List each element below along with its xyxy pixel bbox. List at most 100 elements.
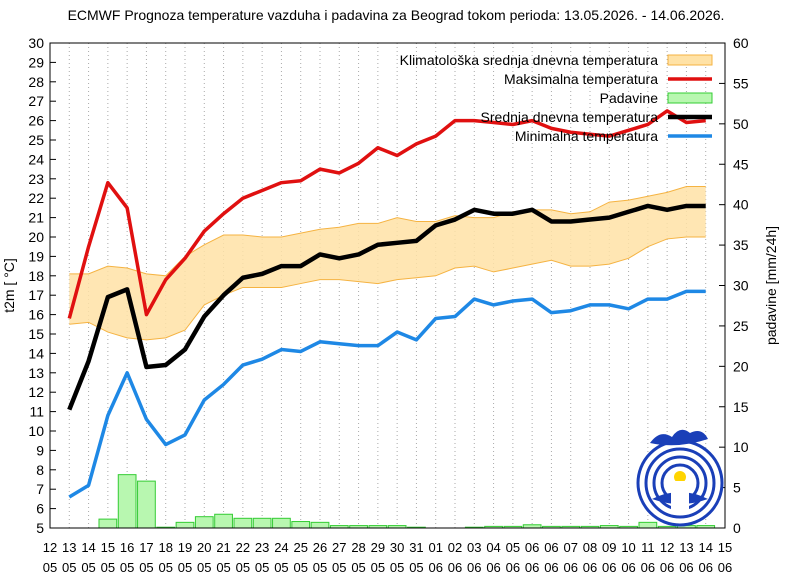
x-tick-day: 14 (81, 540, 95, 555)
y-tick-label: 27 (28, 93, 44, 109)
legend-label: Klimatološka srednja dnevna temperatura (400, 52, 659, 68)
y-tick-label: 28 (28, 74, 44, 90)
x-tick-month: 06 (448, 560, 462, 575)
x-tick-day: 01 (428, 540, 442, 555)
y-tick-label: 16 (28, 307, 44, 323)
y-tick-label: 12 (28, 384, 44, 400)
y-tick-label: 17 (28, 287, 44, 303)
x-axis: 12 05 13 05 14 05 15 05 16 05 17 05 18 05 19 05 20 05 21 05… (43, 540, 732, 575)
x-tick-day: 24 (274, 540, 288, 555)
precip-bar (291, 521, 311, 529)
x-tick-day: 15 (101, 540, 115, 555)
legend-label: Maksimalna temperatura (504, 71, 658, 87)
x-tick-month: 06 (563, 560, 577, 575)
precip-bar (117, 474, 137, 529)
x-tick-month: 06 (486, 560, 500, 575)
x-tick-day: 03 (467, 540, 481, 555)
x-tick-day: 22 (236, 540, 250, 555)
x-tick-month: 05 (43, 560, 57, 575)
x-tick-day: 18 (158, 540, 172, 555)
precip-bar (310, 521, 330, 529)
precip-bar (638, 521, 658, 529)
y-tick-label: 19 (28, 248, 44, 264)
y-tick-label: 24 (28, 151, 44, 167)
x-tick-month: 06 (467, 560, 481, 575)
rhmz-logo-icon (636, 429, 724, 527)
x-tick-month: 06 (718, 560, 732, 575)
x-tick-day: 28 (351, 540, 365, 555)
y2-tick-label: 30 (733, 278, 749, 294)
y-tick-label: 9 (36, 442, 44, 458)
x-tick-month: 05 (332, 560, 346, 575)
x-tick-day: 30 (390, 540, 404, 555)
y-tick-label: 15 (28, 326, 44, 342)
climatology-lower-edge (69, 236, 706, 341)
x-tick-month: 05 (409, 560, 423, 575)
y2-tick-label: 0 (733, 520, 741, 536)
y2-tick-label: 15 (733, 399, 749, 415)
x-tick-month: 05 (293, 560, 307, 575)
x-tick-month: 05 (120, 560, 134, 575)
x-tick-day: 25 (293, 540, 307, 555)
y2-tick-label: 20 (733, 358, 749, 374)
left-axis: 5 6 7 8 9 10 11 12 13 14 15 16 17 18 19 20 21 22 23 24 25 26 2… (28, 35, 56, 536)
precip-bar (214, 513, 233, 529)
climatology-upper-edge (69, 186, 706, 277)
right-axis: 0 5 10 15 20 25 30 35 40 45 50 55 60 (719, 35, 749, 536)
x-tick-month: 05 (197, 560, 211, 575)
y2-tick-label: 40 (733, 197, 749, 213)
y-axis-label: t2m [ °C] (1, 258, 17, 313)
y-tick-label: 26 (28, 113, 44, 129)
x-tick-day: 08 (583, 540, 597, 555)
y-tick-label: 20 (28, 229, 44, 245)
precip-bar (194, 516, 214, 529)
legend-label: Srednja dnevna temperatura (481, 109, 659, 125)
x-tick-month: 06 (428, 560, 442, 575)
y-tick-label: 6 (36, 501, 44, 517)
precip-bar (98, 518, 118, 529)
precip-bar (252, 517, 272, 529)
y2-tick-label: 55 (733, 75, 749, 91)
x-tick-day: 04 (486, 540, 500, 555)
y-tick-label: 5 (36, 520, 44, 536)
chart-title: ECMWF Prognoza temperature vazduha i pad… (68, 7, 725, 23)
y-tick-label: 7 (36, 481, 44, 497)
legend-label: Minimalna temperatura (515, 128, 658, 144)
x-tick-day: 13 (679, 540, 693, 555)
y2-tick-label: 45 (733, 156, 749, 172)
y-tick-label: 18 (28, 268, 44, 284)
x-tick-month: 05 (101, 560, 115, 575)
temperature-lines (67, 109, 706, 499)
y-tick-label: 14 (28, 345, 44, 361)
y-tick-label: 30 (28, 35, 44, 51)
x-tick-month: 06 (583, 560, 597, 575)
precip-bar (175, 521, 195, 529)
y2-tick-label: 50 (733, 116, 749, 132)
y-tick-label: 10 (28, 423, 44, 439)
x-tick-month: 05 (62, 560, 76, 575)
x-tick-day: 12 (43, 540, 57, 555)
precipitation-bars (98, 474, 716, 529)
x-tick-day: 17 (139, 540, 153, 555)
x-tick-day: 29 (371, 540, 385, 555)
x-tick-day: 06 (525, 540, 539, 555)
x-tick-day: 26 (313, 540, 327, 555)
x-tick-day: 02 (448, 540, 462, 555)
x-tick-month: 05 (139, 560, 153, 575)
x-tick-day: 20 (197, 540, 211, 555)
x-tick-month: 06 (660, 560, 674, 575)
x-tick-month: 06 (525, 560, 539, 575)
climatology-band (69, 186, 706, 341)
x-tick-month: 06 (641, 560, 655, 575)
series-line (67, 109, 706, 319)
x-tick-day: 31 (409, 540, 423, 555)
y-tick-label: 29 (28, 54, 44, 70)
precip-bar (272, 517, 291, 529)
legend-swatch (667, 54, 713, 66)
x-tick-month: 05 (390, 560, 404, 575)
x-tick-day: 10 (621, 540, 635, 555)
y-tick-label: 23 (28, 171, 44, 187)
x-tick-day: 13 (62, 540, 76, 555)
x-tick-month: 05 (81, 560, 95, 575)
y2-axis-label: padavine [mm/24h] (763, 226, 779, 345)
